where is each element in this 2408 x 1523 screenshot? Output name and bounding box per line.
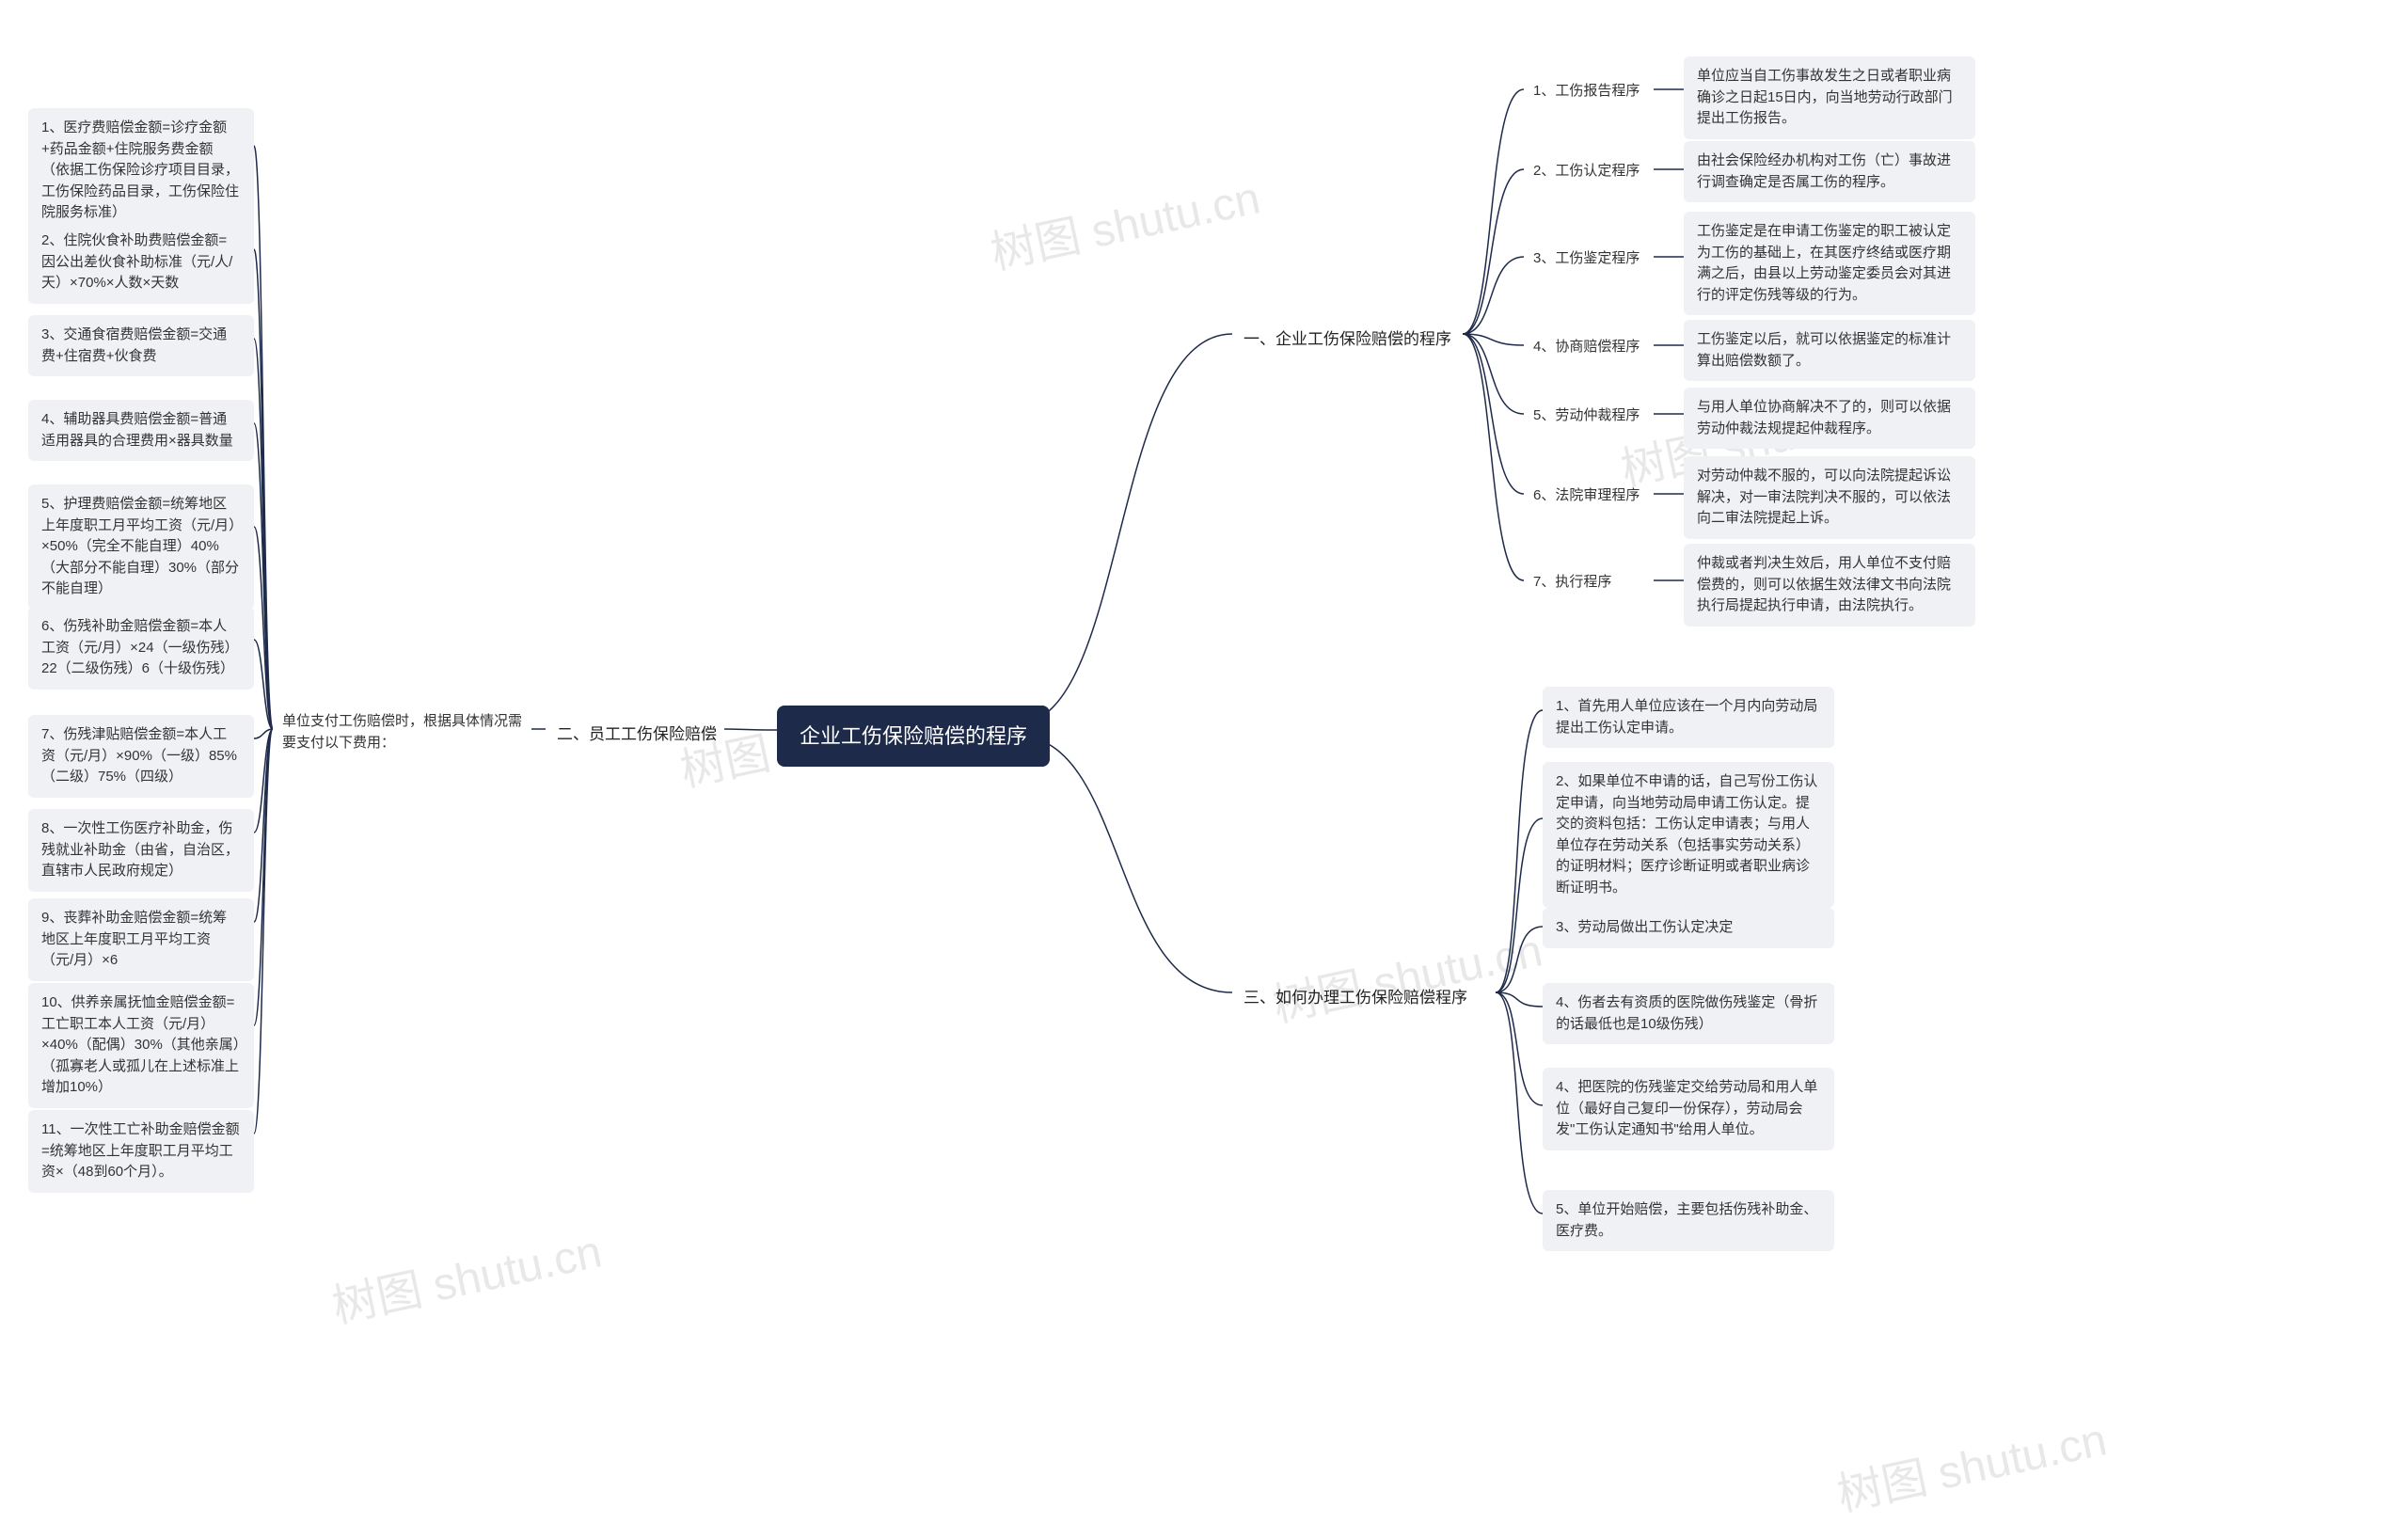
b1-item-6-label: 7、执行程序 (1524, 566, 1621, 599)
b3-item-5: 5、单位开始赔偿，主要包括伤残补助金、医疗费。 (1543, 1190, 1834, 1251)
b2-item-10: 11、一次性工亡补助金赔偿金额=统筹地区上年度职工月平均工资×（48到60个月）… (28, 1110, 254, 1193)
b2-item-0: 1、医疗费赔偿金额=诊疗金额+药品金额+住院服务费金额（依据工伤保险诊疗项目目录… (28, 108, 254, 233)
b1-item-5-detail: 对劳动仲裁不服的，可以向法院提起诉讼解决，对一审法院判决不服的，可以依法向二审法… (1684, 456, 1975, 539)
b3-item-4: 4、把医院的伤残鉴定交给劳动局和用人单位（最好自己复印一份保存），劳动局会发"工… (1543, 1068, 1834, 1150)
b3-item-0: 1、首先用人单位应该在一个月内向劳动局提出工伤认定申请。 (1543, 687, 1834, 748)
b3-item-2: 3、劳动局做出工伤认定决定 (1543, 908, 1834, 948)
b1-item-3-label: 4、协商赔偿程序 (1524, 331, 1649, 364)
b1-item-1-detail: 由社会保险经办机构对工伤（亡）事故进行调查确定是否属工伤的程序。 (1684, 141, 1975, 202)
root-node: 企业工伤保险赔偿的程序 (777, 706, 1050, 767)
b1-item-0-label: 1、工伤报告程序 (1524, 75, 1649, 108)
b1-item-6-detail: 仲裁或者判决生效后，用人单位不支付赔偿费的，则可以依据生效法律文书向法院执行局提… (1684, 544, 1975, 627)
branch1-label: 一、企业工伤保险赔偿的程序 (1232, 320, 1463, 359)
b1-item-4-detail: 与用人单位协商解决不了的，则可以依据劳动仲裁法规提起仲裁程序。 (1684, 388, 1975, 449)
branch2-intro: 单位支付工伤赔偿时，根据具体情况需要支付以下费用： (273, 706, 531, 759)
b2-item-2: 3、交通食宿费赔偿金额=交通费+住宿费+伙食费 (28, 315, 254, 376)
b1-item-5-label: 6、法院审理程序 (1524, 480, 1649, 513)
b2-item-3: 4、辅助器具费赔偿金额=普通适用器具的合理费用×器具数量 (28, 400, 254, 461)
b2-item-4: 5、护理费赔偿金额=统筹地区上年度职工月平均工资（元/月）×50%（完全不能自理… (28, 484, 254, 610)
b1-item-3-detail: 工伤鉴定以后，就可以依据鉴定的标准计算出赔偿数额了。 (1684, 320, 1975, 381)
b2-item-6: 7、伤残津贴赔偿金额=本人工资（元/月）×90%（一级）85%（二级）75%（四… (28, 715, 254, 798)
b1-item-0-detail: 单位应当自工伤事故发生之日或者职业病确诊之日起15日内，向当地劳动行政部门提出工… (1684, 56, 1975, 139)
b2-item-8: 9、丧葬补助金赔偿金额=统筹地区上年度职工月平均工资（元/月）×6 (28, 898, 254, 981)
watermark: 树图 shutu.cn (1830, 1403, 2112, 1523)
b1-item-1-label: 2、工伤认定程序 (1524, 155, 1649, 188)
b3-item-3: 4、伤者去有资质的医院做伤残鉴定（骨折的话最低也是10级伤残） (1543, 983, 1834, 1044)
watermark: 树图 shutu.cn (984, 161, 1265, 282)
b3-item-1: 2、如果单位不申请的话，自己写份工伤认定申请，向当地劳动局申请工伤认定。提交的资… (1543, 762, 1834, 908)
branch3-label: 三、如何办理工伤保险赔偿程序 (1232, 978, 1479, 1018)
watermark: 树图 shutu.cn (325, 1214, 607, 1336)
b2-item-9: 10、供养亲属抚恤金赔偿金额=工亡职工本人工资（元/月）×40%（配偶）30%（… (28, 983, 254, 1108)
b2-item-1: 2、住院伙食补助费赔偿金额=因公出差伙食补助标准（元/人/天）×70%×人数×天… (28, 221, 254, 304)
b2-item-7: 8、一次性工伤医疗补助金，伤残就业补助金（由省，自治区，直辖市人民政府规定） (28, 809, 254, 892)
b1-item-4-label: 5、劳动仲裁程序 (1524, 400, 1649, 433)
b1-item-2-label: 3、工伤鉴定程序 (1524, 243, 1649, 276)
b1-item-2-detail: 工伤鉴定是在申请工伤鉴定的职工被认定为工伤的基础上，在其医疗终结或医疗期满之后，… (1684, 212, 1975, 315)
b2-item-5: 6、伤残补助金赔偿金额=本人工资（元/月）×24（一级伤残）22（二级伤残）6（… (28, 607, 254, 690)
branch2-label: 二、员工工伤保险赔偿 (546, 715, 728, 754)
